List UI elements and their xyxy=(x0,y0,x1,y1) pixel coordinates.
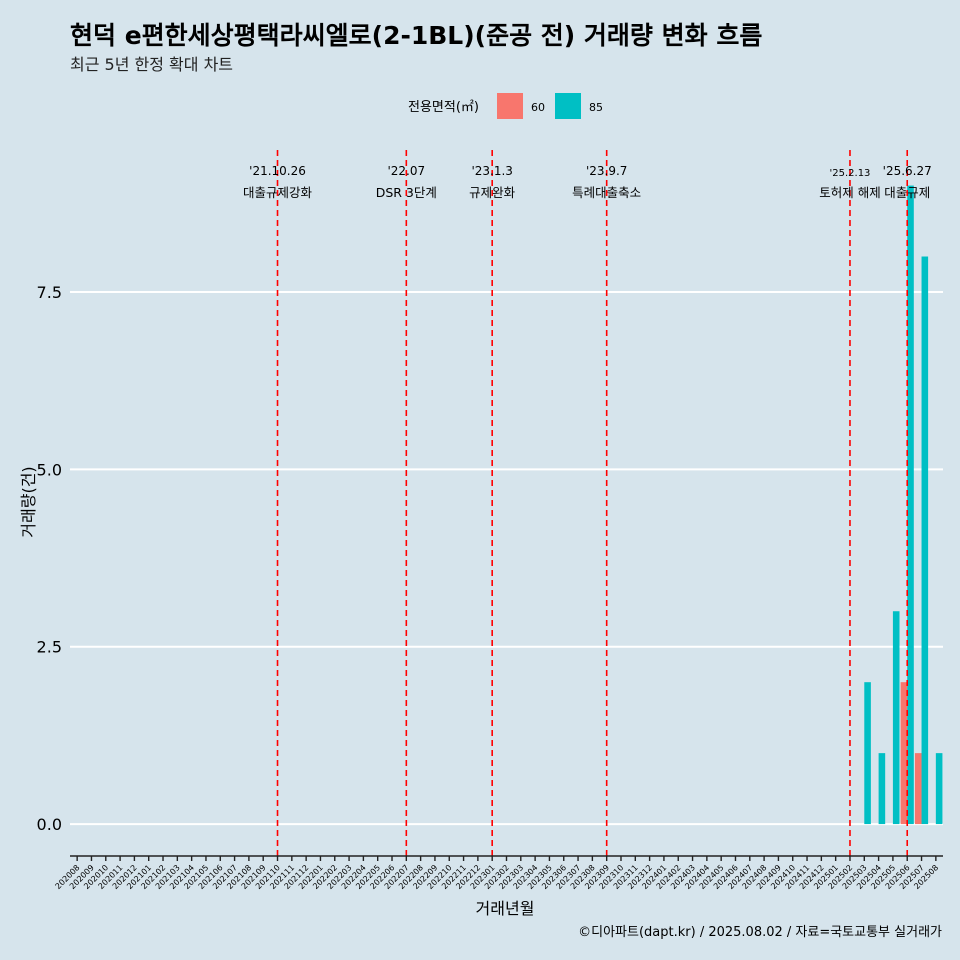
chart-title: 현덕 e편한세상평택라씨엘로(2-1BL)(준공 전) 거래량 변화 흐름 xyxy=(70,21,762,50)
event-text-label: 대출규제 xyxy=(884,185,930,200)
event-date-label: '25.6.27 xyxy=(883,164,932,178)
x-axis: 2020082020092020102020112020122021012021… xyxy=(54,855,943,891)
y-tick-label: 5.0 xyxy=(37,460,62,479)
legend-swatch-85 xyxy=(555,93,581,119)
bar-60-202507 xyxy=(914,753,922,825)
event-date-label: '21.10.26 xyxy=(249,164,306,178)
legend-label-60: 60 xyxy=(531,101,545,114)
bar-85-202508 xyxy=(935,753,943,825)
x-axis-title: 거래년월 xyxy=(476,899,535,918)
bar-60-202506 xyxy=(900,682,908,825)
legend-label-85: 85 xyxy=(589,101,603,114)
caption: ©디아파트(dapt.kr) / 2025.08.02 / 자료=국토교통부 실… xyxy=(578,925,942,940)
y-axis-ticks: 0.0 2.5 5.0 7.5 xyxy=(37,283,62,834)
bar-85-202505 xyxy=(892,611,900,825)
event-text-label: 대출규제강화 xyxy=(243,185,313,200)
legend: 전용면적(㎡) 60 85 xyxy=(408,93,603,119)
event-date-label: '23.9.7 xyxy=(586,164,627,178)
bar-85-202503 xyxy=(864,682,871,825)
legend-swatch-60 xyxy=(497,93,523,119)
event-date-label: '23.1.3 xyxy=(471,164,512,178)
bar-85-202506 xyxy=(907,185,914,825)
bar-85-202507 xyxy=(921,256,929,825)
event-text-label: 특례대출축소 xyxy=(572,185,641,200)
y-axis-title: 거래량(건) xyxy=(19,466,38,537)
bar-85-202504 xyxy=(878,753,886,825)
y-tick-label: 2.5 xyxy=(37,638,62,657)
event-text-label: 규제완화 xyxy=(469,185,516,200)
event-text-label: DSR 3단계 xyxy=(376,185,437,200)
bars xyxy=(864,185,943,825)
y-gridlines xyxy=(70,290,943,826)
legend-title: 전용면적(㎡) xyxy=(408,100,479,115)
event-date-label: '22.07 xyxy=(387,164,425,178)
event-date-label: '25.2.13 xyxy=(830,168,871,179)
y-tick-label: 7.5 xyxy=(37,283,62,302)
y-tick-label: 0.0 xyxy=(37,815,62,834)
chart-subtitle: 최근 5년 한정 확대 차트 xyxy=(70,55,233,74)
event-markers: '21.10.26 대출규제강화 '22.07 DSR 3단계 '23.1.3 규제완화 '… xyxy=(243,150,932,856)
event-text-label: 토허제 해제 xyxy=(819,185,880,200)
